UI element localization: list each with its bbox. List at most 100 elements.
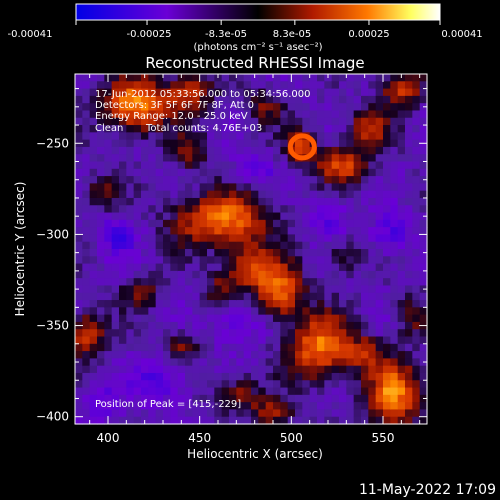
heatmap-cell xyxy=(89,241,98,250)
heatmap-cell xyxy=(397,132,406,141)
heatmap-cell xyxy=(170,300,179,308)
heatmap-cell xyxy=(383,343,391,352)
heatmap-cell xyxy=(141,154,149,163)
heatmap-cell xyxy=(192,146,201,155)
heatmap-cell xyxy=(199,409,208,418)
heatmap-cell xyxy=(185,234,193,243)
heatmap-cell xyxy=(119,234,127,243)
heatmap-cell xyxy=(221,343,230,352)
heatmap-cell xyxy=(119,358,127,367)
heatmap-cell xyxy=(229,146,237,155)
heatmap-cell xyxy=(309,387,318,396)
heatmap-cell xyxy=(397,292,406,301)
heatmap-cell xyxy=(353,380,362,389)
heatmap-cell xyxy=(221,292,230,301)
heatmap-cell xyxy=(258,292,267,301)
info-time-range: 17-Jun-2012 05:33:56.000 to 05:34:56.000 xyxy=(95,89,311,100)
heatmap-cell xyxy=(397,336,406,345)
heatmap-cell xyxy=(163,365,171,374)
heatmap-cell xyxy=(119,132,127,141)
heatmap-cell xyxy=(353,285,362,294)
heatmap-cell xyxy=(361,241,369,250)
heatmap-cell xyxy=(89,205,98,214)
heatmap-cell xyxy=(82,176,91,184)
heatmap-cell xyxy=(221,146,230,155)
heatmap-cell xyxy=(273,321,281,330)
heatmap-cell xyxy=(97,249,105,257)
heatmap-cell xyxy=(419,416,428,425)
heatmap-cell xyxy=(412,212,421,221)
heatmap-cell xyxy=(383,183,391,192)
heatmap-cell xyxy=(75,380,83,389)
heatmap-cell xyxy=(331,161,340,170)
heatmap-cell xyxy=(265,372,274,381)
heatmap-cell xyxy=(133,197,142,206)
heatmap-cell xyxy=(199,88,208,97)
heatmap-cell xyxy=(309,343,318,352)
heatmap-cell xyxy=(148,234,157,243)
heatmap-cell xyxy=(104,358,113,367)
heatmap-cell xyxy=(229,372,237,381)
heatmap-cell xyxy=(119,212,127,221)
heatmap-cell xyxy=(280,300,289,308)
heatmap-cell xyxy=(251,249,259,257)
heatmap-cell xyxy=(104,110,113,119)
heatmap-cell xyxy=(309,314,318,323)
heatmap-cell xyxy=(339,227,347,236)
heatmap-cell xyxy=(89,402,98,411)
heatmap-cell xyxy=(199,321,208,330)
heatmap-cell xyxy=(170,139,179,148)
heatmap-cell xyxy=(243,307,252,316)
heatmap-cell xyxy=(185,197,193,206)
heatmap-cell xyxy=(353,402,362,411)
heatmap-cell xyxy=(273,227,281,236)
heatmap-cell xyxy=(375,227,384,236)
heatmap-cell xyxy=(155,256,164,265)
heatmap-cell xyxy=(251,219,259,228)
heatmap-cell xyxy=(229,314,237,323)
heatmap-cell xyxy=(317,300,325,308)
heatmap-cell xyxy=(339,125,347,133)
heatmap-cell xyxy=(273,336,281,345)
heatmap-cell xyxy=(339,249,347,257)
heatmap-cell xyxy=(353,343,362,352)
heatmap-cell xyxy=(119,146,127,155)
heatmap-cell xyxy=(419,241,428,250)
heatmap-cell xyxy=(339,95,347,104)
heatmap-cell xyxy=(419,256,428,265)
heatmap-cell xyxy=(331,110,340,119)
heatmap-cell xyxy=(383,219,391,228)
heatmap-cell xyxy=(383,95,391,104)
heatmap-cell xyxy=(155,314,164,323)
heatmap-cell xyxy=(170,95,179,104)
heatmap-cell xyxy=(126,132,135,141)
heatmap-cell xyxy=(302,270,311,279)
heatmap-cell xyxy=(185,387,193,396)
heatmap-cell xyxy=(324,329,333,338)
heatmap-cell xyxy=(309,358,318,367)
heatmap-cell xyxy=(339,139,347,148)
heatmap-cell xyxy=(207,343,215,352)
heatmap-cell xyxy=(331,256,340,265)
heatmap-cell xyxy=(280,285,289,294)
heatmap-cell xyxy=(199,241,208,250)
heatmap-cell xyxy=(383,212,391,221)
heatmap-cell xyxy=(133,154,142,163)
heatmap-cell xyxy=(251,402,259,411)
info-method: Clean xyxy=(95,123,123,134)
heatmap-cell xyxy=(353,256,362,265)
heatmap-cell xyxy=(273,176,281,184)
heatmap-cell xyxy=(82,241,91,250)
heatmap-cell xyxy=(207,154,215,163)
heatmap-cell xyxy=(133,409,142,418)
heatmap-cell xyxy=(353,329,362,338)
heatmap-cell xyxy=(177,132,186,141)
heatmap-cell xyxy=(104,270,113,279)
heatmap-cell xyxy=(317,394,325,403)
heatmap-cell xyxy=(243,197,252,206)
heatmap-cell xyxy=(368,314,377,323)
heatmap-cell xyxy=(258,146,267,155)
heatmap-cell xyxy=(97,278,105,287)
heatmap-cell xyxy=(302,125,311,133)
heatmap-cell xyxy=(111,292,120,301)
